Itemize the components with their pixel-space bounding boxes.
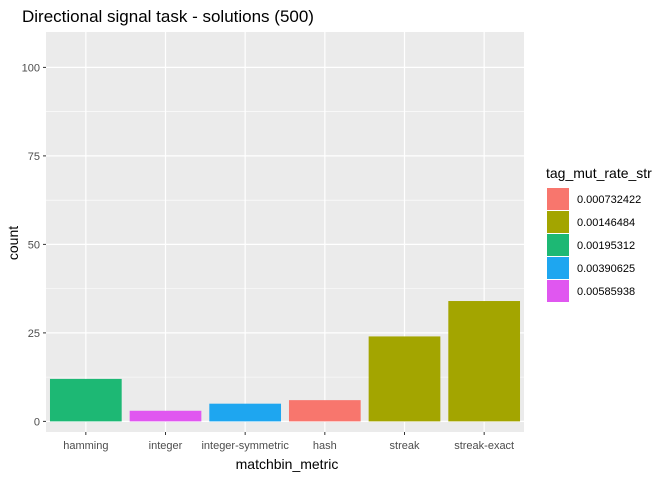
bar-streak <box>368 336 441 422</box>
x-tick-label: streak <box>390 440 420 452</box>
x-tick-label: hash <box>313 440 337 452</box>
y-axis: 0 25 50 75 100 <box>22 62 46 428</box>
bar-hamming <box>49 378 122 422</box>
legend-label: 0.00390625 <box>577 263 635 275</box>
chart-title: Directional signal task - solutions (500… <box>22 7 314 26</box>
x-tick-label: integer-symmetric <box>201 440 289 452</box>
y-tick-label: 50 <box>28 239 40 251</box>
bars <box>49 301 521 422</box>
y-tick-label: 25 <box>28 328 40 340</box>
bar-streak-exact <box>448 301 521 422</box>
legend: tag_mut_rate_str 0.000732422 0.00146484 0.… <box>546 165 652 302</box>
legend-swatch <box>547 211 569 233</box>
bar-integer <box>129 410 202 422</box>
legend-swatch <box>547 188 569 210</box>
x-axis: hamming integer integer-symmetric hash strea… <box>63 432 514 452</box>
y-axis-title: count <box>5 226 21 260</box>
legend-swatch <box>547 280 569 302</box>
x-tick-label: hamming <box>63 440 108 452</box>
bar-hash <box>288 400 361 422</box>
y-tick-label: 0 <box>34 416 40 428</box>
x-axis-title: matchbin_metric <box>236 456 339 472</box>
legend-label: 0.000732422 <box>577 194 641 206</box>
x-tick-label: streak-exact <box>454 440 514 452</box>
x-tick-label: integer <box>149 440 183 452</box>
legend-swatch <box>547 234 569 256</box>
legend-label: 0.00195312 <box>577 240 635 252</box>
legend-label: 0.00146484 <box>577 217 635 229</box>
minor-gridlines <box>46 111 524 378</box>
y-tick-label: 100 <box>22 62 40 74</box>
bar-integer-symmetric <box>209 403 282 422</box>
major-gridlines <box>46 32 524 432</box>
legend-label: 0.00585938 <box>577 286 635 298</box>
plot-panel <box>46 32 524 432</box>
y-tick-label: 75 <box>28 151 40 163</box>
legend-title: tag_mut_rate_str <box>546 165 652 181</box>
legend-swatch <box>547 257 569 279</box>
